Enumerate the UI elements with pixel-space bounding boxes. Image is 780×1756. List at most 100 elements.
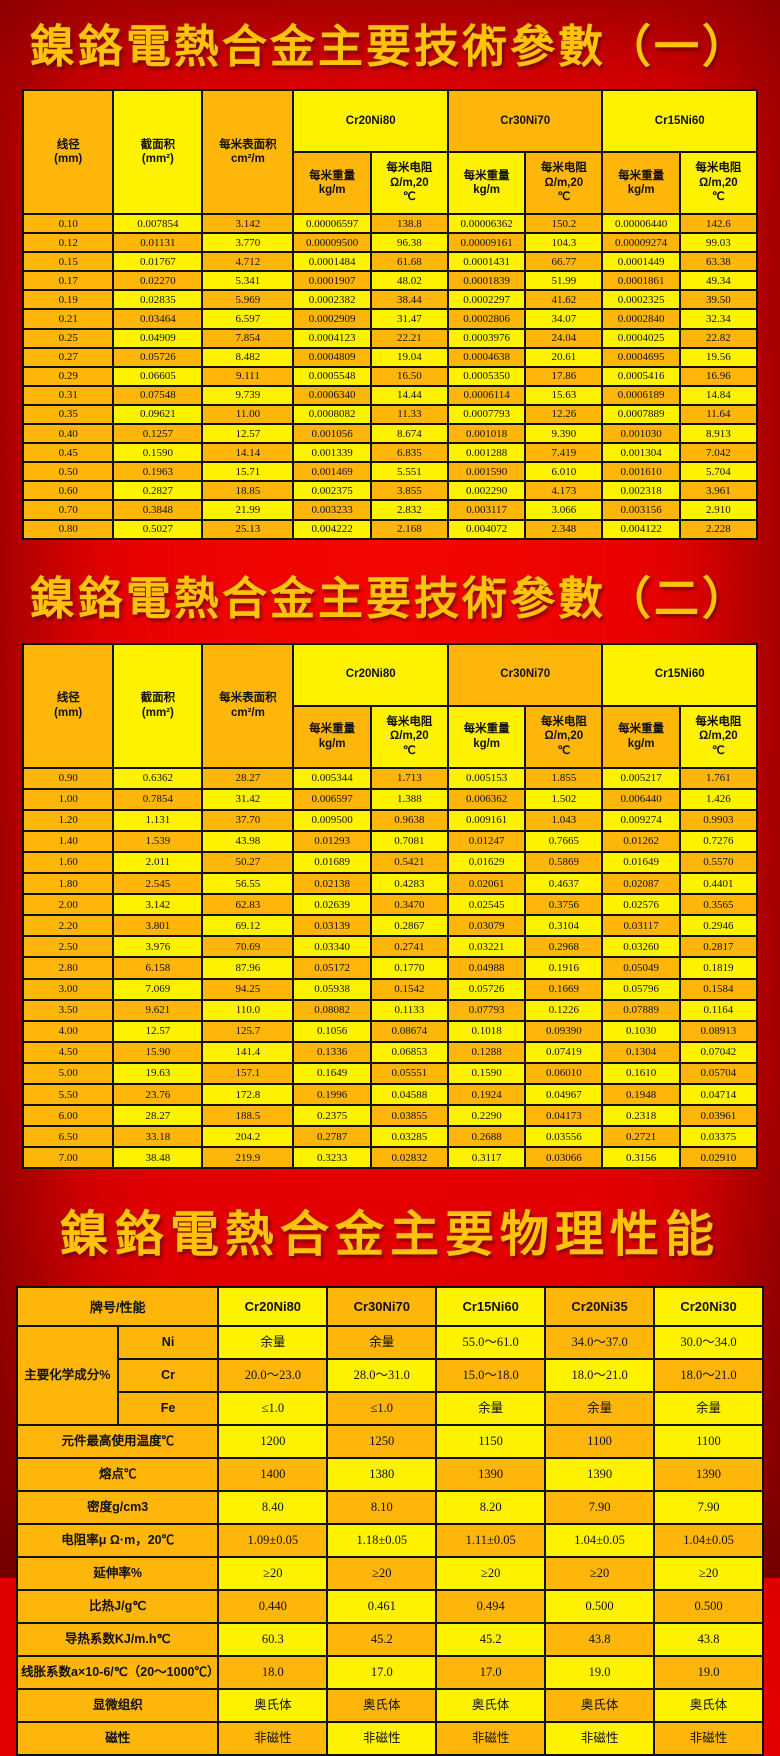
- value-cell: 0.5421: [369, 850, 449, 875]
- value-cell: 0.0005416: [601, 365, 681, 387]
- table-row: 0.29 0.06605 9.111 0.0005548 16.50 0.0005350 1…: [21, 365, 759, 387]
- value-cell: 188.5: [201, 1104, 295, 1128]
- value-cell: 0.0004123: [292, 327, 372, 349]
- value-cell: 0.03285: [369, 1125, 449, 1149]
- value-cell: 219.9: [201, 1146, 295, 1170]
- value-cell: 55.0～61.0: [435, 1325, 547, 1361]
- table-row: 7.00 38.48 219.9 0.3233 0.02832 0.3117 0.03066…: [21, 1146, 759, 1170]
- table-row: 2.20 3.801 69.12 0.03139 0.2867 0.03079 0.3104…: [21, 914, 759, 938]
- property-label: 磁性: [15, 1721, 220, 1756]
- value-cell: 0.07042: [678, 1040, 759, 1064]
- table-row: 元件最高使用温度℃ 1200 1250 1150 1100 1100: [15, 1424, 764, 1460]
- value-cell: 0.00009161: [446, 232, 527, 254]
- value-cell: 余量: [653, 1391, 764, 1427]
- wire-diameter-cell: 2.00: [21, 893, 115, 917]
- value-cell: 38.44: [369, 289, 449, 311]
- section-title-tech-params-1: 鎳鉻電熱合金主要技術參數（一）: [29, 20, 750, 73]
- sub-header-weight: 每米重量 kg/m: [601, 704, 681, 769]
- wire-diameter-cell: 0.15: [21, 251, 115, 273]
- value-cell: 0.1584: [678, 977, 759, 1001]
- value-cell: 余量: [544, 1391, 656, 1427]
- value-cell: 0.2787: [292, 1125, 372, 1149]
- value-cell: 奥氏体: [435, 1688, 547, 1724]
- value-cell: 0.01293: [292, 829, 372, 853]
- value-cell: 0.07419: [524, 1040, 604, 1064]
- wire-diameter-cell: 2.80: [21, 956, 115, 980]
- sub-header-resistance: 每米电阻 Ω/m,20 ℃: [524, 151, 604, 215]
- value-cell: 96.38: [369, 232, 449, 254]
- value-cell: 0.5027: [112, 518, 204, 540]
- value-cell: 7.069: [112, 977, 204, 1001]
- value-cell: 5.704: [678, 461, 759, 483]
- value-cell: 非磁性: [217, 1721, 329, 1756]
- value-cell: 0.1610: [601, 1061, 681, 1086]
- value-cell: 8.20: [435, 1490, 547, 1526]
- value-cell: 1.043: [524, 808, 604, 832]
- value-cell: 0.0001861: [601, 270, 681, 292]
- value-cell: 0.04909: [112, 327, 204, 349]
- value-cell: 62.83: [201, 893, 295, 917]
- value-cell: 0.004122: [601, 518, 681, 540]
- value-cell: 0.03117: [601, 914, 681, 938]
- value-cell: 34.07: [524, 308, 604, 330]
- wire-diameter-cell: 6.00: [21, 1104, 115, 1128]
- sub-header-weight: 每米重量 kg/m: [292, 151, 372, 215]
- value-cell: 0.007854: [112, 212, 204, 235]
- value-cell: 0.04988: [446, 956, 527, 980]
- header-row: 牌号/性能 Cr20Ni80 Cr30Ni70 Cr15Ni60 Cr20Ni3…: [15, 1286, 764, 1328]
- value-cell: 8.913: [678, 423, 759, 445]
- value-cell: 0.1542: [369, 977, 449, 1001]
- value-cell: 60.3: [217, 1622, 329, 1658]
- value-cell: 18.0～21.0: [544, 1358, 656, 1394]
- value-cell: 1390: [653, 1457, 764, 1493]
- header-row-top: 线径 (mm) 截面积 (mm²) 每米表面积 cm²/m Cr20Ni80 C…: [21, 642, 758, 769]
- wire-diameter-cell: 0.40: [21, 423, 115, 445]
- value-cell: 0.006440: [601, 787, 681, 811]
- value-cell: 0.03340: [292, 935, 372, 959]
- value-cell: 0.05796: [601, 977, 681, 1001]
- value-cell: 0.0005548: [292, 365, 372, 387]
- value-cell: 3.142: [112, 893, 204, 917]
- value-cell: ≥20: [653, 1556, 764, 1592]
- value-cell: 45.2: [326, 1622, 438, 1658]
- value-cell: 9.739: [201, 384, 295, 406]
- value-cell: 0.04714: [678, 1082, 759, 1107]
- table-row: 3.50 9.621 110.0 0.08082 0.1133 0.07793 0.1226…: [21, 998, 759, 1022]
- wire-diameter-cell: 0.25: [21, 327, 115, 349]
- value-cell: 0.4637: [524, 872, 604, 896]
- value-cell: 0.00006597: [292, 212, 372, 235]
- value-cell: 17.0: [435, 1655, 547, 1691]
- property-label: 电阻率μ Ω·m，20℃: [15, 1523, 220, 1559]
- value-cell: 7.90: [544, 1490, 656, 1526]
- wire-diameter-cell: 1.60: [21, 850, 115, 875]
- property-label: 熔点℃: [15, 1457, 220, 1493]
- value-cell: 4.173: [524, 480, 604, 502]
- table-row: 磁性 非磁性 非磁性 非磁性 非磁性 非磁性: [15, 1721, 764, 1756]
- value-cell: 14.44: [369, 384, 449, 406]
- wire-diameter-cell: 0.70: [21, 499, 115, 521]
- value-cell: 0.1288: [446, 1040, 527, 1064]
- value-cell: 1.11±0.05: [435, 1523, 547, 1559]
- value-cell: 99.03: [678, 232, 759, 254]
- value-cell: ≥20: [435, 1556, 547, 1592]
- value-cell: 0.1996: [292, 1082, 372, 1107]
- value-cell: 0.05938: [292, 977, 372, 1001]
- value-cell: 45.2: [435, 1622, 547, 1658]
- table-row: 电阻率μ Ω·m，20℃ 1.09±0.05 1.18±0.05 1.11±0.05 1…: [15, 1523, 764, 1559]
- value-cell: 0.001030: [601, 423, 681, 445]
- value-cell: 69.12: [201, 914, 295, 938]
- value-cell: ≥20: [544, 1556, 656, 1592]
- value-cell: 56.55: [201, 872, 295, 896]
- tech-table-2-header: 线径 (mm) 截面积 (mm²) 每米表面积 cm²/m Cr20Ni80 C…: [21, 642, 759, 769]
- sub-header-resistance: 每米电阻 Ω/m,20 ℃: [524, 704, 604, 769]
- value-cell: 0.01767: [112, 251, 204, 273]
- table-row: 导热系数KJ/m.h℃ 60.3 45.2 45.2 43.8 43.8: [15, 1622, 764, 1658]
- table-row: 0.17 0.02270 5.341 0.0001907 48.02 0.0001839 5…: [21, 270, 759, 292]
- value-cell: 25.13: [201, 518, 295, 540]
- value-cell: 8.10: [326, 1490, 438, 1526]
- sub-header-resistance: 每米电阻 Ω/m,20 ℃: [678, 704, 759, 769]
- value-cell: 0.02061: [446, 872, 527, 896]
- alloy-header-cr15ni60: Cr15Ni60: [435, 1286, 547, 1328]
- value-cell: 1.388: [369, 787, 449, 811]
- col-header-wire-diameter: 线径 (mm): [21, 642, 115, 769]
